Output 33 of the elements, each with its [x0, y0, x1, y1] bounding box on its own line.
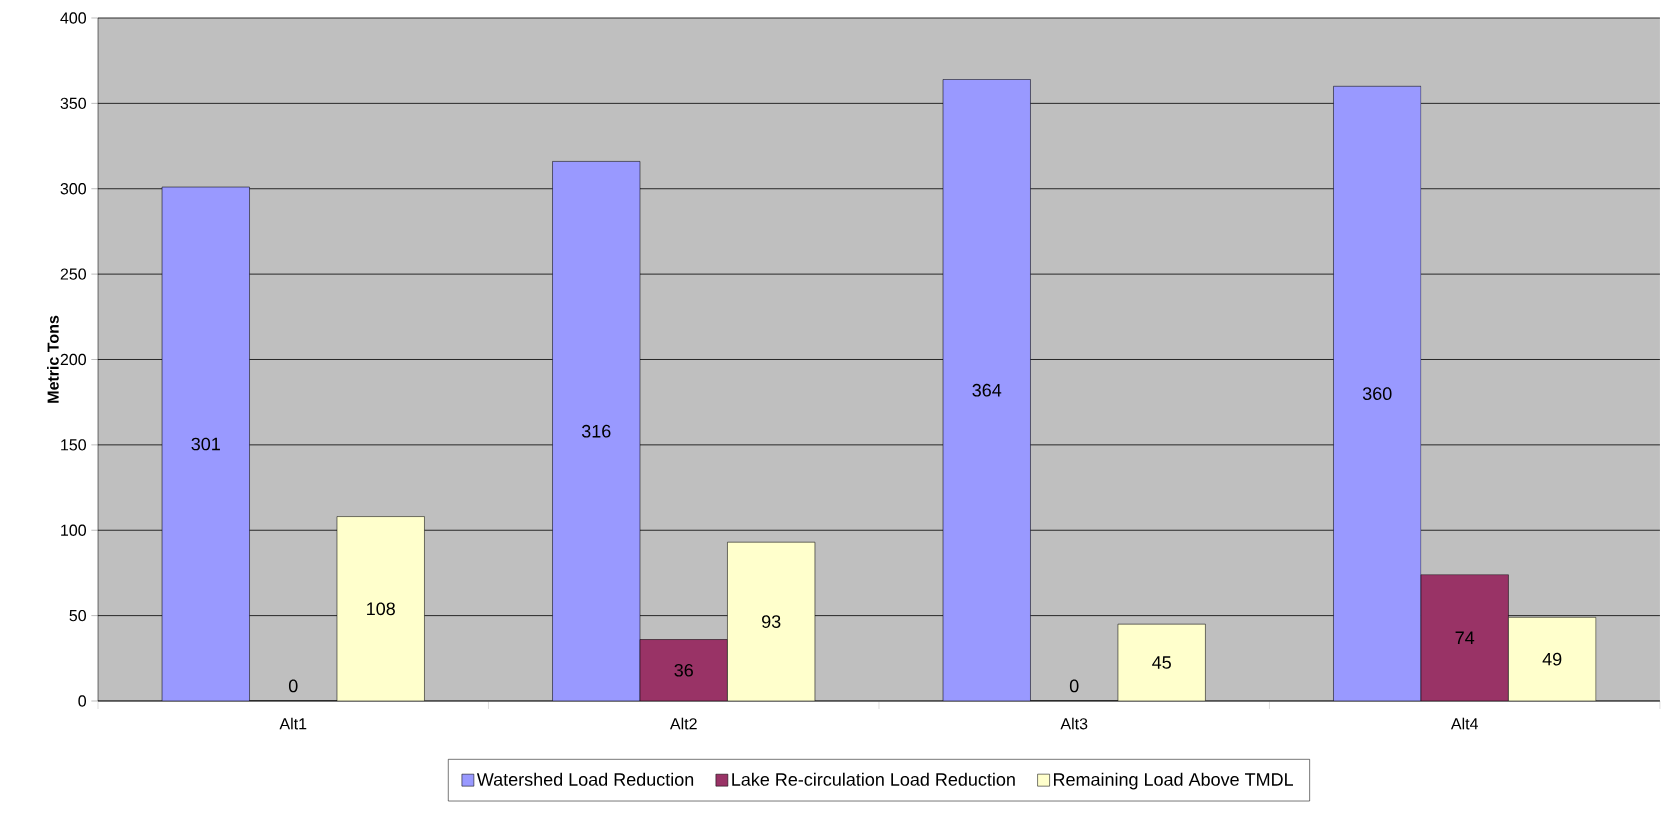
data-label: 74 [1455, 631, 1475, 644]
y-tick-label: 100 [61, 524, 87, 536]
data-label: 301 [191, 437, 220, 451]
bar [943, 79, 1031, 701]
data-label: 93 [762, 615, 781, 628]
data-label: 108 [367, 602, 395, 616]
data-label: 360 [1362, 387, 1392, 400]
legend-label: Remaining Load Above TMDL [1054, 772, 1293, 790]
legend-label: Watershed Load Reduction [476, 772, 694, 786]
data-label: 0 [1069, 679, 1079, 693]
x-tick-label: Alt1 [279, 717, 307, 730]
bar [162, 187, 250, 701]
data-label: 316 [581, 424, 611, 438]
data-label: 49 [1542, 652, 1562, 666]
data-label: 364 [972, 383, 1002, 397]
y-tick-label: 300 [60, 183, 87, 195]
x-tick-label: Alt4 [1450, 717, 1479, 730]
y-tick-label: 200 [60, 353, 87, 366]
data-label: 36 [674, 663, 693, 677]
y-tick-label: 150 [61, 439, 87, 451]
bar [1333, 86, 1422, 701]
y-axis-title: Metric Tons [47, 315, 59, 403]
x-tick-label: Alt2 [669, 717, 697, 730]
legend-label: Lake Re-circulation Load Reduction [732, 772, 1015, 786]
x-tick-label: Alt3 [1060, 717, 1088, 730]
y-tick-label: 50 [69, 609, 87, 622]
y-tick-label: 250 [60, 268, 87, 280]
y-tick-label: 400 [60, 12, 87, 24]
y-tick-label: 0 [78, 695, 87, 707]
data-label: 45 [1152, 656, 1171, 669]
y-tick-label: 350 [60, 97, 87, 110]
data-label: 0 [288, 679, 298, 693]
bar [552, 161, 640, 701]
